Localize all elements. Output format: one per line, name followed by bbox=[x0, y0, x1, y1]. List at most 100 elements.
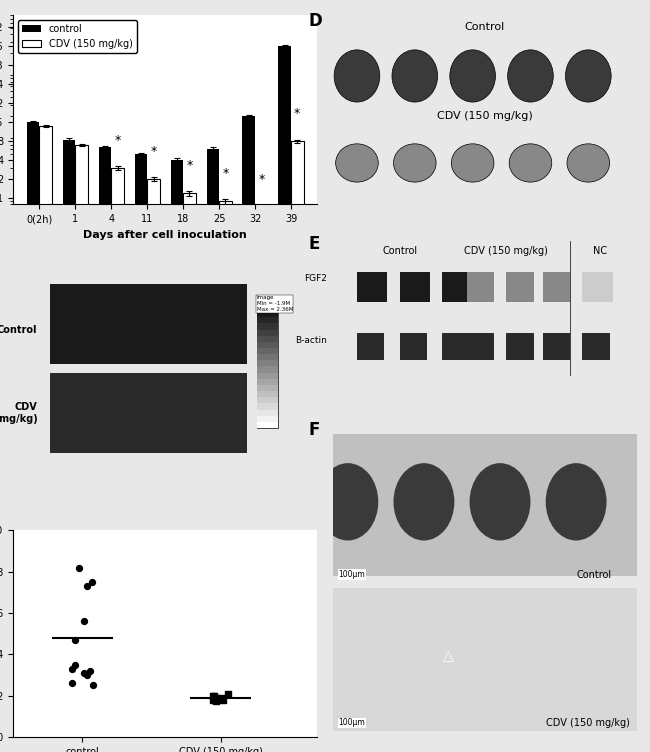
Text: 100μm: 100μm bbox=[339, 718, 365, 727]
Text: *: * bbox=[294, 107, 300, 120]
Bar bbox=[27, 123, 40, 752]
Text: △: △ bbox=[443, 650, 454, 663]
Point bbox=[87, 679, 98, 691]
Text: *: * bbox=[258, 174, 265, 186]
FancyBboxPatch shape bbox=[400, 332, 427, 359]
Text: *: * bbox=[222, 167, 229, 180]
Point bbox=[85, 665, 96, 677]
FancyBboxPatch shape bbox=[333, 589, 637, 731]
Bar bbox=[135, 154, 148, 752]
Ellipse shape bbox=[392, 50, 437, 102]
Bar bbox=[99, 147, 111, 752]
Point bbox=[70, 634, 80, 646]
Point bbox=[79, 667, 90, 679]
Point bbox=[211, 695, 221, 707]
FancyBboxPatch shape bbox=[442, 332, 469, 359]
FancyBboxPatch shape bbox=[257, 311, 278, 317]
FancyBboxPatch shape bbox=[49, 373, 248, 453]
Ellipse shape bbox=[469, 463, 530, 541]
Text: *: * bbox=[187, 159, 192, 171]
Ellipse shape bbox=[393, 144, 436, 182]
Ellipse shape bbox=[335, 144, 378, 182]
Point bbox=[209, 690, 219, 702]
Text: E: E bbox=[308, 235, 320, 253]
Text: Control: Control bbox=[576, 570, 611, 580]
Ellipse shape bbox=[450, 50, 495, 102]
FancyBboxPatch shape bbox=[49, 284, 248, 364]
FancyBboxPatch shape bbox=[582, 332, 610, 359]
Text: D: D bbox=[308, 11, 322, 29]
FancyBboxPatch shape bbox=[257, 403, 278, 410]
Ellipse shape bbox=[317, 463, 378, 541]
Point bbox=[82, 669, 92, 681]
FancyBboxPatch shape bbox=[257, 372, 278, 379]
Bar bbox=[40, 126, 52, 752]
FancyBboxPatch shape bbox=[467, 332, 494, 359]
Text: FGF2: FGF2 bbox=[304, 274, 326, 283]
Point bbox=[67, 663, 77, 675]
Bar bbox=[242, 116, 255, 752]
Bar bbox=[219, 202, 231, 752]
FancyBboxPatch shape bbox=[257, 360, 278, 366]
Text: *: * bbox=[114, 134, 121, 147]
Bar bbox=[278, 47, 291, 752]
FancyBboxPatch shape bbox=[543, 271, 570, 302]
FancyBboxPatch shape bbox=[467, 271, 494, 302]
Point bbox=[218, 694, 228, 706]
Ellipse shape bbox=[546, 463, 606, 541]
FancyBboxPatch shape bbox=[506, 332, 534, 359]
Bar bbox=[291, 141, 304, 752]
FancyBboxPatch shape bbox=[257, 410, 278, 416]
FancyBboxPatch shape bbox=[357, 332, 384, 359]
FancyBboxPatch shape bbox=[257, 317, 278, 323]
Point bbox=[70, 659, 80, 671]
FancyBboxPatch shape bbox=[257, 348, 278, 354]
X-axis label: Days after cell inoculation: Days after cell inoculation bbox=[83, 229, 247, 240]
Bar bbox=[255, 208, 268, 752]
Legend: control, CDV (150 mg/kg): control, CDV (150 mg/kg) bbox=[18, 20, 136, 53]
FancyBboxPatch shape bbox=[257, 335, 278, 342]
Point bbox=[79, 615, 90, 627]
Bar bbox=[111, 168, 124, 752]
FancyBboxPatch shape bbox=[257, 323, 278, 329]
Bar bbox=[207, 149, 219, 752]
Point bbox=[82, 580, 92, 592]
Point bbox=[207, 694, 218, 706]
Point bbox=[223, 687, 233, 699]
Bar bbox=[63, 140, 75, 752]
Point bbox=[208, 690, 218, 702]
Point bbox=[66, 678, 77, 690]
FancyBboxPatch shape bbox=[257, 329, 278, 335]
FancyBboxPatch shape bbox=[257, 305, 278, 311]
FancyBboxPatch shape bbox=[257, 379, 278, 385]
FancyBboxPatch shape bbox=[543, 332, 570, 359]
Point bbox=[216, 692, 226, 704]
FancyBboxPatch shape bbox=[257, 416, 278, 422]
Bar bbox=[183, 193, 196, 752]
Text: Image
Min = -1.9M
Max = 2.36M: Image Min = -1.9M Max = 2.36M bbox=[257, 296, 293, 312]
Text: *: * bbox=[150, 144, 157, 158]
Point bbox=[209, 692, 219, 704]
FancyBboxPatch shape bbox=[257, 354, 278, 360]
Ellipse shape bbox=[451, 144, 494, 182]
Point bbox=[74, 562, 85, 574]
Ellipse shape bbox=[566, 50, 611, 102]
FancyBboxPatch shape bbox=[257, 397, 278, 403]
Text: NC: NC bbox=[593, 246, 608, 256]
FancyBboxPatch shape bbox=[257, 391, 278, 397]
Text: B-actin: B-actin bbox=[294, 336, 326, 345]
Text: 100μm: 100μm bbox=[339, 570, 365, 579]
FancyBboxPatch shape bbox=[442, 271, 473, 302]
Text: Control: Control bbox=[465, 22, 505, 32]
FancyBboxPatch shape bbox=[582, 271, 613, 302]
FancyBboxPatch shape bbox=[400, 271, 430, 302]
Ellipse shape bbox=[509, 144, 552, 182]
Text: Control: Control bbox=[382, 246, 417, 256]
Ellipse shape bbox=[334, 50, 380, 102]
Text: CDV (150 mg/kg): CDV (150 mg/kg) bbox=[546, 718, 630, 729]
FancyBboxPatch shape bbox=[257, 366, 278, 372]
Point bbox=[211, 692, 222, 704]
Point bbox=[211, 693, 221, 705]
Ellipse shape bbox=[393, 463, 454, 541]
FancyBboxPatch shape bbox=[257, 385, 278, 391]
